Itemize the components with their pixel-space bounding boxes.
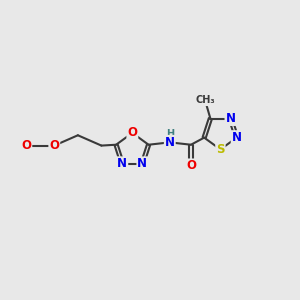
Text: O: O	[127, 126, 137, 140]
Text: N: N	[137, 157, 147, 170]
Text: CH₃: CH₃	[195, 95, 215, 105]
Text: N: N	[117, 157, 127, 170]
Text: N: N	[165, 136, 175, 149]
Text: S: S	[216, 143, 225, 156]
Text: O: O	[21, 139, 31, 152]
Text: O: O	[49, 139, 59, 152]
Text: N: N	[232, 131, 242, 144]
Text: O: O	[186, 159, 196, 172]
Text: H: H	[166, 129, 174, 139]
Text: N: N	[226, 112, 236, 125]
